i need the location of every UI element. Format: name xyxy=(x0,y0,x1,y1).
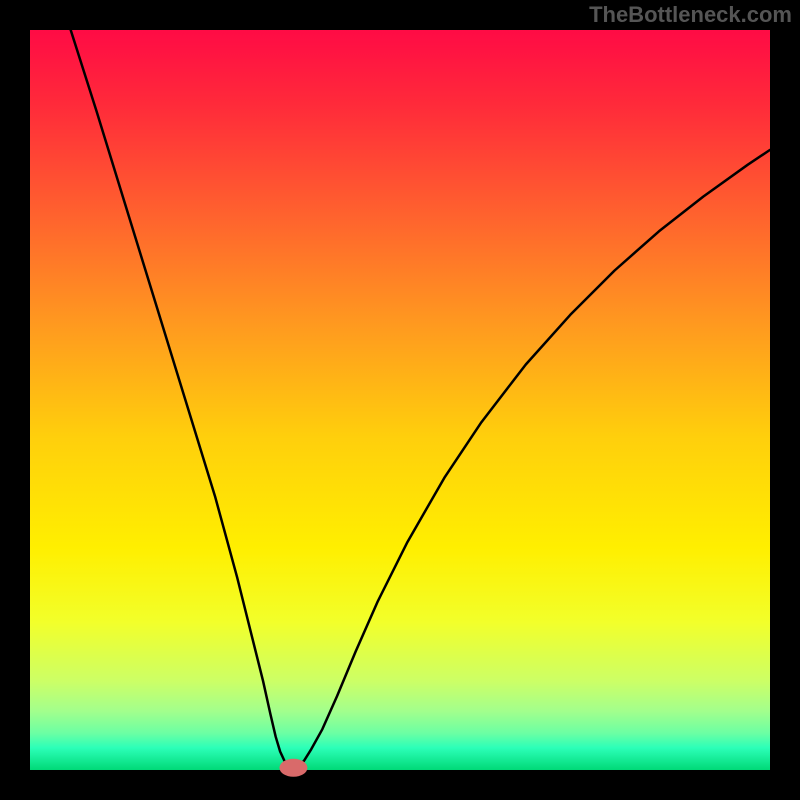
plot-area xyxy=(30,30,770,770)
chart-svg xyxy=(0,0,800,800)
minimum-marker xyxy=(279,759,307,777)
bottleneck-chart: TheBottleneck.com xyxy=(0,0,800,800)
watermark-label: TheBottleneck.com xyxy=(589,2,792,28)
